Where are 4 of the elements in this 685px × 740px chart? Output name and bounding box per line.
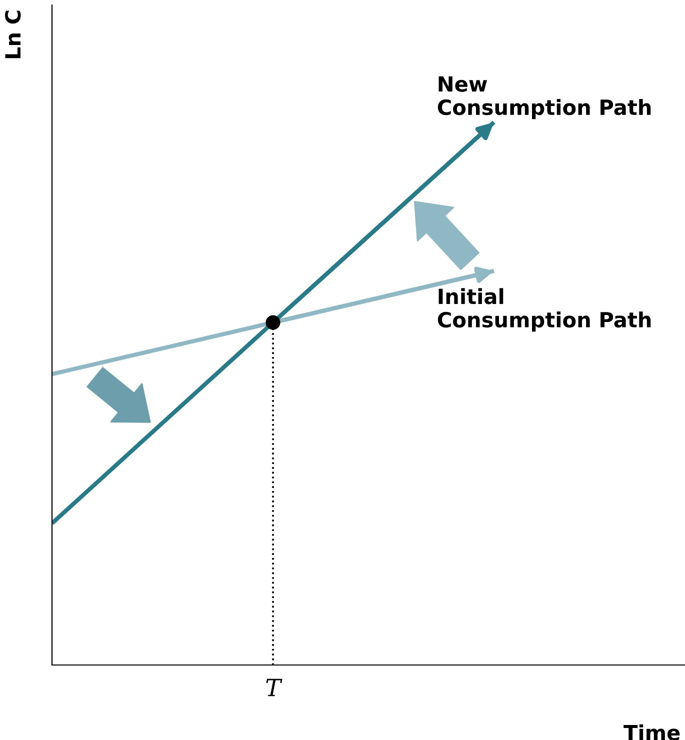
- text: T: [266, 678, 282, 696]
- series-label: New Consumption Path: [438, 76, 651, 120]
- legend-label: Initial Consumption Path: [438, 288, 651, 332]
- y-axis-title: Ln C: [4, 10, 21, 58]
